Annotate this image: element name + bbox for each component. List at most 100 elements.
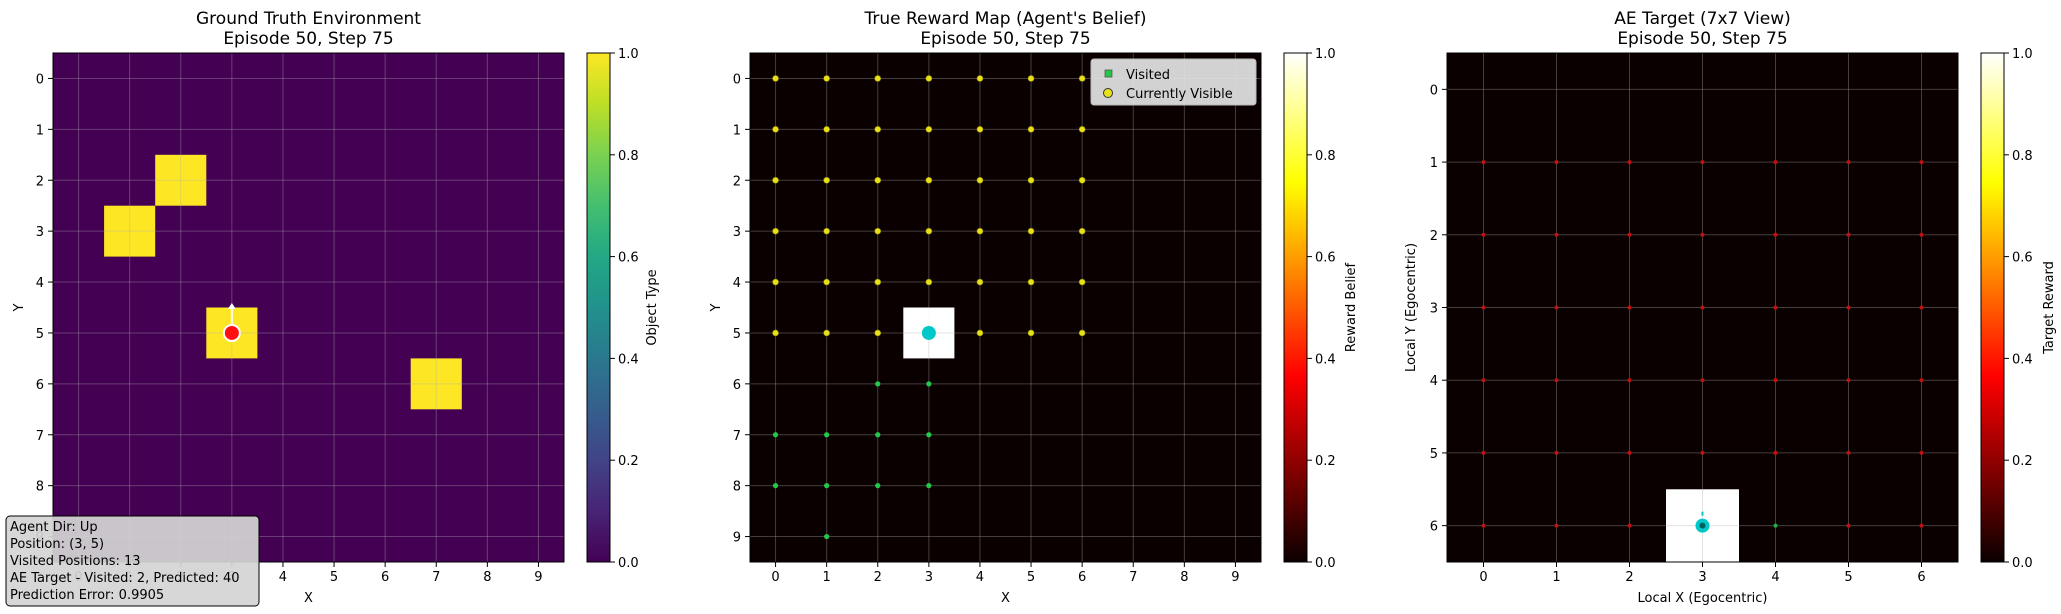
agent-center bbox=[1699, 522, 1706, 529]
chart-title-line: Episode 50, Step 75 bbox=[223, 29, 393, 49]
arrow-head-icon bbox=[227, 302, 236, 309]
y-tick-label: 4 bbox=[733, 276, 741, 291]
colorbar-tick-label: 0.4 bbox=[618, 352, 639, 367]
colorbar-tick-label: 0.6 bbox=[2012, 251, 2033, 266]
visible-point bbox=[823, 75, 830, 82]
target-point bbox=[1627, 450, 1632, 455]
colorbar-tick-label: 0.8 bbox=[2012, 149, 2033, 164]
target-point bbox=[1554, 450, 1559, 455]
visible-point bbox=[772, 126, 779, 133]
visible-point bbox=[1027, 176, 1035, 184]
info-box bbox=[5, 515, 260, 607]
colorbar-tick-label: 0.8 bbox=[1315, 149, 1336, 164]
visited-point bbox=[824, 533, 830, 540]
visited-point bbox=[824, 432, 830, 438]
visible-point bbox=[1078, 227, 1086, 235]
y-tick-label: 1 bbox=[36, 123, 44, 138]
y-tick-label: 1 bbox=[733, 123, 741, 138]
y-tick-label: 5 bbox=[36, 327, 44, 342]
visible-point bbox=[1027, 278, 1035, 286]
target-point bbox=[1481, 450, 1486, 455]
y-tick-label: 2 bbox=[1430, 229, 1438, 244]
colorbar-label: Reward Belief bbox=[1344, 262, 1359, 352]
y-tick-label: 9 bbox=[733, 531, 741, 546]
legend-box bbox=[1090, 58, 1257, 106]
colorbar-tick-label: 0.2 bbox=[618, 454, 639, 469]
x-axis-label: X bbox=[304, 591, 313, 606]
visible-point bbox=[772, 329, 779, 337]
colorbar bbox=[1980, 52, 2005, 563]
visible-point bbox=[772, 75, 779, 82]
target-point bbox=[1773, 160, 1778, 165]
target-point bbox=[1481, 232, 1486, 237]
target-point bbox=[1919, 305, 1924, 310]
visible-point bbox=[874, 227, 882, 235]
target-point bbox=[1773, 378, 1778, 383]
x-tick-label: 5 bbox=[1844, 570, 1852, 585]
visible-point bbox=[925, 227, 933, 235]
target-point bbox=[1700, 378, 1705, 383]
target-point bbox=[1481, 378, 1486, 383]
heatmap-cell bbox=[104, 205, 156, 257]
target-point bbox=[1554, 305, 1559, 310]
visible-point bbox=[772, 278, 779, 286]
plot-background bbox=[53, 53, 564, 562]
chart-title-line: AE Target (7x7 View) bbox=[1614, 9, 1790, 29]
target-point bbox=[1627, 232, 1632, 237]
legend-visited-marker-icon bbox=[1104, 69, 1113, 78]
chart-title-line: True Reward Map (Agent's Belief) bbox=[863, 9, 1146, 29]
visible-point bbox=[823, 278, 830, 286]
x-tick-label: 4 bbox=[1771, 570, 1779, 585]
colorbar-label: Object Type bbox=[645, 269, 660, 345]
x-tick-label: 5 bbox=[330, 570, 338, 585]
visible-point bbox=[925, 176, 933, 184]
x-tick-label: 8 bbox=[483, 570, 491, 585]
target-point bbox=[1919, 160, 1924, 165]
x-tick-label: 0 bbox=[1479, 570, 1487, 585]
chart-title-line: Episode 50, Step 75 bbox=[1617, 29, 1787, 49]
x-tick-label: 2 bbox=[1625, 570, 1633, 585]
agent-marker bbox=[222, 323, 241, 342]
visible-point bbox=[976, 278, 984, 286]
y-tick-label: 7 bbox=[36, 429, 44, 444]
colorbar-tick-label: 0.2 bbox=[1315, 454, 1336, 469]
heatmap-cell bbox=[155, 154, 207, 206]
x-tick-label: 4 bbox=[279, 570, 287, 585]
visible-point bbox=[823, 329, 830, 337]
plot-background bbox=[750, 53, 1261, 562]
visible-point bbox=[823, 227, 830, 235]
colorbar-tick-label: 0.0 bbox=[618, 556, 639, 571]
y-tick-label: 1 bbox=[1430, 156, 1438, 171]
chart-panel-3: AE Target (7x7 View)Episode 50, Step 75 0… bbox=[1404, 9, 2057, 606]
visible-point bbox=[1027, 126, 1035, 133]
visible-point bbox=[1078, 126, 1086, 133]
target-point bbox=[1700, 160, 1705, 165]
target-point bbox=[1700, 232, 1705, 237]
target-point bbox=[1919, 232, 1924, 237]
y-tick-label: 0 bbox=[36, 72, 44, 87]
info-box-line: AE Target - Visited: 2, Predicted: 40 bbox=[10, 571, 240, 586]
heatmap-cell bbox=[410, 358, 462, 410]
info-box-line: Prediction Error: 0.9905 bbox=[10, 588, 164, 603]
info-box-line: Agent Dir: Up bbox=[10, 520, 98, 535]
target-point bbox=[1846, 523, 1851, 528]
x-tick-label: 1 bbox=[1552, 570, 1560, 585]
visible-point bbox=[874, 126, 882, 133]
visible-point bbox=[976, 176, 984, 184]
y-tick-label: 3 bbox=[1430, 302, 1438, 317]
colorbar bbox=[586, 52, 611, 563]
y-tick-label: 4 bbox=[36, 276, 44, 291]
x-tick-label: 6 bbox=[1917, 570, 1925, 585]
chart-panel-2: True Reward Map (Agent's Belief)Episode … bbox=[709, 9, 1359, 606]
visible-point bbox=[1027, 329, 1035, 337]
visible-point bbox=[925, 75, 933, 82]
colorbar-tick-label: 0.6 bbox=[1315, 251, 1336, 266]
x-axis-label: Local X (Egocentric) bbox=[1637, 591, 1767, 606]
visible-point bbox=[874, 329, 882, 337]
target-point bbox=[1554, 378, 1559, 383]
target-point bbox=[1773, 305, 1778, 310]
y-tick-label: 7 bbox=[733, 429, 741, 444]
x-tick-label: 9 bbox=[1231, 570, 1239, 585]
x-tick-label: 3 bbox=[925, 570, 933, 585]
visible-point bbox=[823, 176, 830, 184]
